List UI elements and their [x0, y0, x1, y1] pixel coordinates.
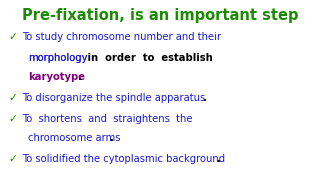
Text: ✓: ✓ — [8, 93, 17, 103]
Text: .: . — [203, 93, 207, 103]
Text: Pre-fixation, is an important step: Pre-fixation, is an important step — [22, 8, 298, 23]
Text: .: . — [217, 154, 221, 164]
Text: To study chromosome number and their: To study chromosome number and their — [22, 32, 221, 42]
Text: ✓: ✓ — [8, 114, 17, 124]
Text: To disorganize the spindle apparatus: To disorganize the spindle apparatus — [22, 93, 205, 103]
Text: in  order  to  establish: in order to establish — [84, 53, 213, 63]
Text: .: . — [78, 72, 82, 82]
Text: To  shortens  and  straightens  the: To shortens and straightens the — [22, 114, 193, 124]
Text: morphology: morphology — [28, 53, 87, 63]
Text: chromosome arms: chromosome arms — [28, 133, 121, 143]
Text: .: . — [110, 133, 114, 143]
Text: To solidified the cytoplasmic background: To solidified the cytoplasmic background — [22, 154, 225, 164]
Text: morphology: morphology — [28, 53, 87, 63]
Text: karyotype: karyotype — [28, 72, 85, 82]
Text: ✓: ✓ — [8, 154, 17, 164]
Text: ✓: ✓ — [8, 32, 17, 42]
